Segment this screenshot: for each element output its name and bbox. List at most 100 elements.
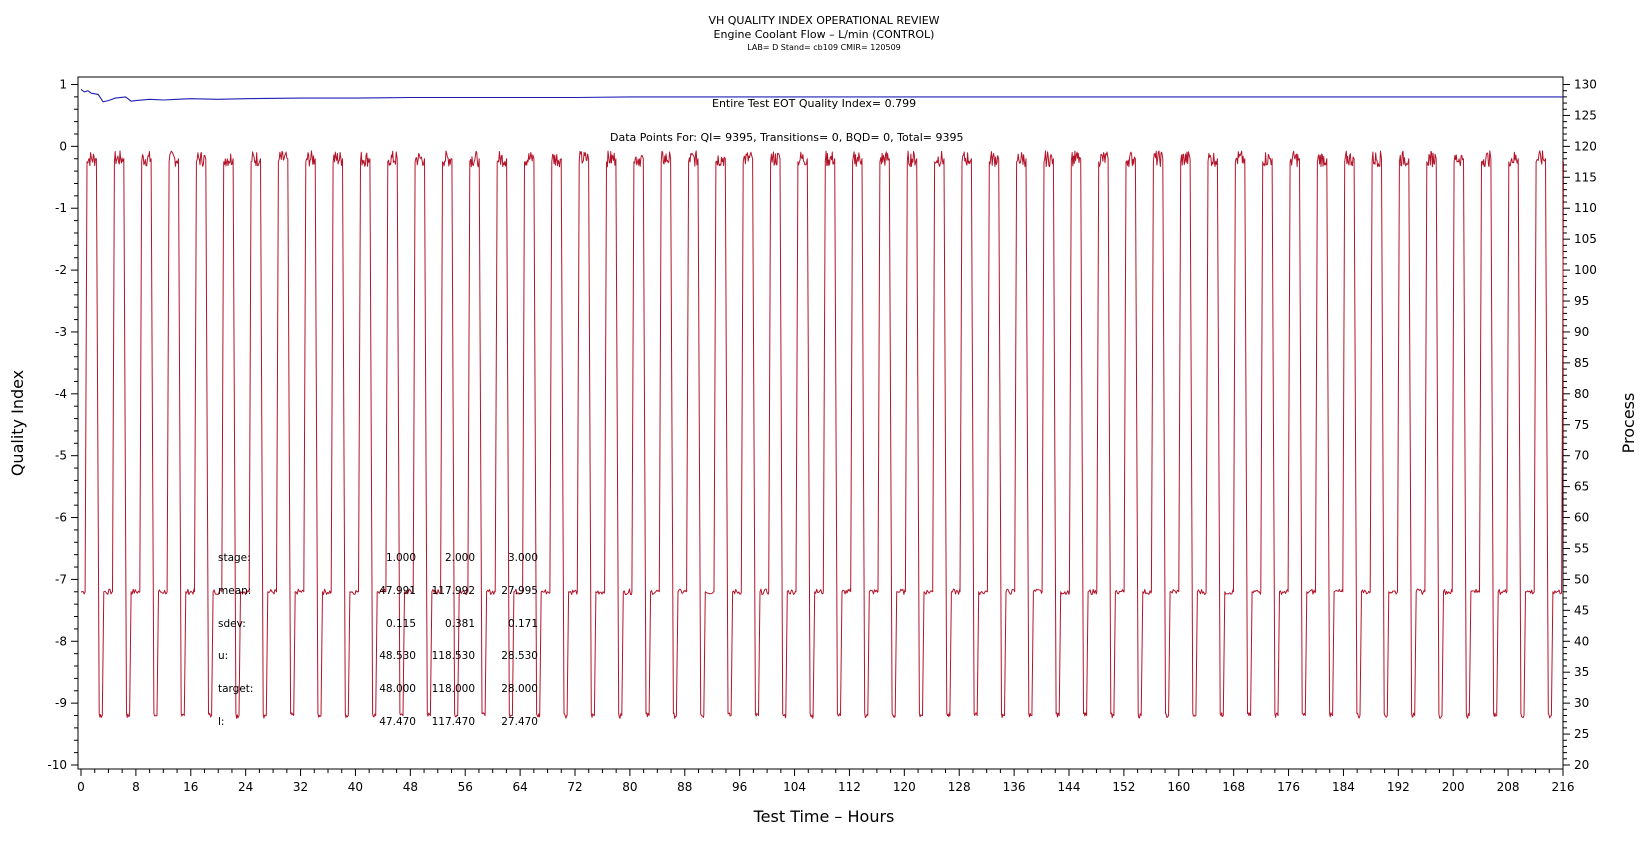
x-tick-label: 72 <box>567 780 582 794</box>
x-tick-label: 168 <box>1222 780 1245 794</box>
stats-row-label: mean: <box>218 585 251 597</box>
y-right-tick-label: 95 <box>1574 294 1589 308</box>
x-tick-label: 160 <box>1167 780 1190 794</box>
y-right-tick-label: 115 <box>1574 170 1597 184</box>
x-tick-label: 80 <box>622 780 637 794</box>
chart-subtitle: Engine Coolant Flow – L/min (CONTROL) <box>714 28 935 41</box>
stats-cell: 48.530 <box>379 650 416 662</box>
y-right-tick-label: 120 <box>1574 139 1597 153</box>
stats-row-label: sdev: <box>218 618 246 630</box>
y-left-tick-label: -10 <box>47 758 67 772</box>
stats-cell: 27.995 <box>501 585 538 597</box>
y-left-tick-label: 1 <box>59 78 67 92</box>
eot-quality-index-annotation: Entire Test EOT Quality Index= 0.799 <box>712 97 916 110</box>
y-axis-right-label: Process <box>1619 393 1638 454</box>
y-right-tick-label: 90 <box>1574 325 1589 339</box>
y-left-tick-label: -8 <box>55 634 67 648</box>
y-right-tick-label: 110 <box>1574 201 1597 215</box>
plot-frame <box>77 76 1564 770</box>
stats-cell: 28.000 <box>501 683 538 695</box>
y-right-tick-label: 100 <box>1574 263 1597 277</box>
chart-subtitle-2: LAB= D Stand= cb109 CMIR= 120509 <box>747 43 901 52</box>
y-right-tick-label: 35 <box>1574 665 1589 679</box>
stats-cell: 48.000 <box>379 683 416 695</box>
y-right-tick-label: 45 <box>1574 603 1589 617</box>
y-axis-right: 130 125 120 115 110 105 100 95 90 85 80 75 70 65 60 55 5… <box>1563 78 1597 772</box>
y-left-tick-label: -2 <box>55 263 67 277</box>
y-right-tick-label: 30 <box>1574 696 1589 710</box>
y-right-tick-label: 20 <box>1574 758 1589 772</box>
y-right-tick-label: 25 <box>1574 727 1589 741</box>
process-series <box>80 150 1564 719</box>
stats-row-label: u: <box>218 650 228 662</box>
y-right-tick-label: 70 <box>1574 449 1589 463</box>
stats-cell: 117.992 <box>432 585 475 597</box>
x-tick-label: 64 <box>512 780 527 794</box>
y-left-tick-label: -5 <box>55 449 67 463</box>
y-right-tick-label: 75 <box>1574 418 1589 432</box>
stats-row-label: target: <box>218 683 253 695</box>
x-tick-label: 112 <box>838 780 861 794</box>
x-tick-label: 200 <box>1442 780 1465 794</box>
x-tick-label: 24 <box>238 780 253 794</box>
stats-cell: 47.991 <box>379 585 416 597</box>
y-right-tick-label: 40 <box>1574 634 1589 648</box>
x-tick-label: 48 <box>403 780 418 794</box>
stats-cell: 2.000 <box>445 552 475 564</box>
y-left-tick-label: -1 <box>55 201 67 215</box>
y-left-tick-label: -3 <box>55 325 67 339</box>
y-right-tick-label: 105 <box>1574 232 1597 246</box>
y-left-tick-label: -9 <box>55 696 67 710</box>
quality-index-line <box>80 88 1563 103</box>
y-axis-left-label: Quality Index <box>8 370 27 476</box>
y-right-tick-label: 130 <box>1574 78 1597 92</box>
y-right-tick-label: 65 <box>1574 480 1589 494</box>
stats-cell: 0.381 <box>445 618 475 630</box>
x-tick-label: 8 <box>132 780 140 794</box>
stats-cell: 28.530 <box>501 650 538 662</box>
x-tick-label: 96 <box>732 780 747 794</box>
stats-cell: 1.000 <box>386 552 416 564</box>
y-left-tick-label: -6 <box>55 511 67 525</box>
x-tick-label: 184 <box>1332 780 1355 794</box>
process-line <box>80 150 1564 719</box>
x-tick-label: 120 <box>893 780 916 794</box>
x-tick-label: 16 <box>183 780 198 794</box>
chart-title: VH QUALITY INDEX OPERATIONAL REVIEW <box>708 14 939 27</box>
x-tick-label: 0 <box>77 780 85 794</box>
x-tick-label: 40 <box>348 780 363 794</box>
x-tick-label: 208 <box>1497 780 1520 794</box>
y-left-tick-label: -4 <box>55 387 67 401</box>
x-tick-label: 128 <box>948 780 971 794</box>
stats-row-label: l: <box>218 716 224 728</box>
stats-row-label: stage: <box>218 552 251 564</box>
y-axis-left: 1 0 -1 -2 -3 -4 -5 -6 -7 -8 -9 -10 <box>47 78 78 772</box>
y-right-tick-label: 80 <box>1574 387 1589 401</box>
x-tick-label: 152 <box>1112 780 1135 794</box>
stats-cell: 118.000 <box>432 683 475 695</box>
x-tick-label: 56 <box>458 780 473 794</box>
y-right-tick-label: 85 <box>1574 356 1589 370</box>
stats-cell: 0.115 <box>386 618 416 630</box>
stats-cell: 117.470 <box>432 716 475 728</box>
stats-cell: 3.000 <box>508 552 538 564</box>
x-tick-label: 192 <box>1387 780 1410 794</box>
x-tick-label: 88 <box>677 780 692 794</box>
chart-titles: VH QUALITY INDEX OPERATIONAL REVIEW Engi… <box>708 14 939 52</box>
stats-table: stage: 1.000 2.000 3.000 mean: 47.991 117.992 2… <box>218 552 538 728</box>
x-tick-label: 32 <box>293 780 308 794</box>
x-tick-label: 104 <box>783 780 806 794</box>
x-tick-label: 144 <box>1058 780 1081 794</box>
y-right-tick-label: 50 <box>1574 572 1589 586</box>
stats-cell: 47.470 <box>379 716 416 728</box>
quality-index-series <box>80 88 1563 103</box>
stats-cell: 0.171 <box>508 618 538 630</box>
stats-cell: 27.470 <box>501 716 538 728</box>
x-axis-label: Test Time – Hours <box>753 807 895 826</box>
y-right-tick-label: 60 <box>1574 511 1589 525</box>
x-tick-label: 136 <box>1003 780 1026 794</box>
x-tick-label: 216 <box>1552 780 1575 794</box>
x-tick-label: 176 <box>1277 780 1300 794</box>
y-left-tick-label: 0 <box>59 139 67 153</box>
